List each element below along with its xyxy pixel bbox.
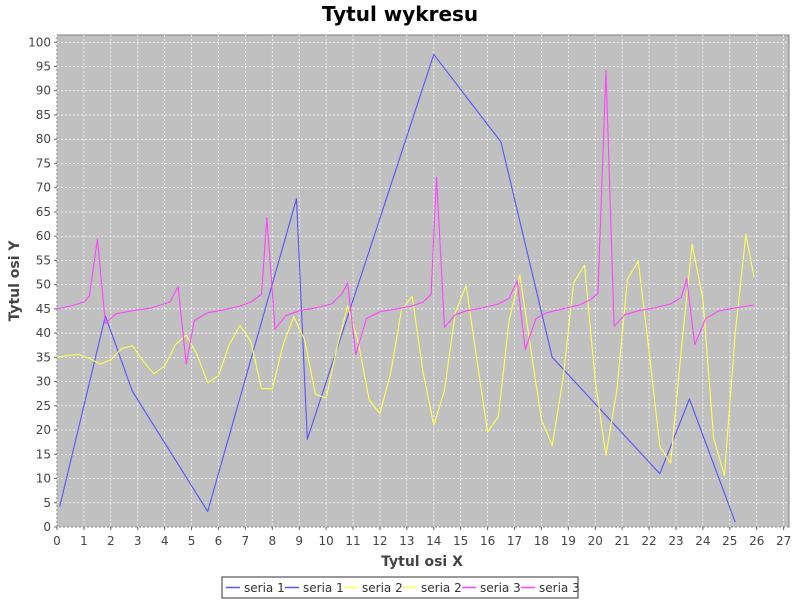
x-tick-label: 6 bbox=[215, 534, 223, 548]
y-axis: 0 5 10 15 20 25 30 35 40 45 50 55 60 65 70 75 80 85 90 95 10… bbox=[28, 35, 57, 534]
x-tick-label: 13 bbox=[399, 534, 414, 548]
y-tick-label: 25 bbox=[36, 399, 51, 413]
x-tick-label: 18 bbox=[534, 534, 549, 548]
y-tick-label: 75 bbox=[36, 156, 51, 170]
x-tick-label: 26 bbox=[749, 534, 764, 548]
series-line-3 bbox=[56, 69, 755, 365]
y-tick-label: 95 bbox=[36, 60, 51, 74]
y-tick-label: 10 bbox=[36, 472, 51, 486]
x-axis-label: Tytul osi X bbox=[381, 554, 463, 570]
legend-label: seria 3 bbox=[539, 581, 580, 595]
x-tick-label: 3 bbox=[134, 534, 142, 548]
legend-box bbox=[221, 576, 579, 599]
series-lines bbox=[56, 53, 755, 523]
x-tick-label: 9 bbox=[295, 534, 303, 548]
chart-title: Tytul wykresu bbox=[322, 2, 478, 26]
legend-label: seria 1 bbox=[303, 581, 344, 595]
y-tick-label: 45 bbox=[36, 302, 51, 316]
x-tick-label: 21 bbox=[615, 534, 630, 548]
x-tick-label: 24 bbox=[695, 534, 710, 548]
y-tick-label: 70 bbox=[36, 181, 51, 195]
legend-label: seria 1 bbox=[244, 581, 285, 595]
y-tick-label: 50 bbox=[36, 278, 51, 292]
legend: seria 1 seria 1 seria 2 seria 2 seria 3 seria… bbox=[221, 576, 580, 599]
x-tick-label: 1 bbox=[80, 534, 88, 548]
y-tick-label: 55 bbox=[36, 253, 51, 267]
x-tick-label: 7 bbox=[242, 534, 250, 548]
plot-area bbox=[56, 34, 790, 528]
y-tick-label: 35 bbox=[36, 350, 51, 364]
x-axis: 0 1 2 3 4 5 6 7 8 9 10 11 12 13 14 15 16 17 18 19 20 21 22 23 24… bbox=[53, 527, 791, 548]
x-tick-label: 16 bbox=[480, 534, 495, 548]
series-line-1 bbox=[59, 53, 736, 523]
series-line-2 bbox=[56, 233, 755, 477]
y-tick-label: 15 bbox=[36, 447, 51, 461]
y-tick-label: 40 bbox=[36, 326, 51, 340]
y-tick-label: 30 bbox=[36, 375, 51, 389]
y-tick-label: 85 bbox=[36, 108, 51, 122]
x-tick-label: 2 bbox=[107, 534, 115, 548]
y-tick-label: 5 bbox=[43, 496, 51, 510]
gridlines bbox=[56, 35, 789, 528]
x-tick-label: 15 bbox=[453, 534, 468, 548]
y-tick-label: 60 bbox=[36, 229, 51, 243]
legend-label: seria 2 bbox=[362, 581, 403, 595]
x-tick-label: 12 bbox=[372, 534, 387, 548]
x-tick-label: 0 bbox=[53, 534, 61, 548]
y-tick-label: 65 bbox=[36, 205, 51, 219]
y-tick-label: 20 bbox=[36, 423, 51, 437]
x-tick-label: 8 bbox=[268, 534, 276, 548]
y-tick-label: 90 bbox=[36, 84, 51, 98]
x-tick-label: 27 bbox=[776, 534, 791, 548]
y-tick-label: 0 bbox=[43, 520, 51, 534]
x-tick-label: 25 bbox=[722, 534, 737, 548]
y-axis-label: Tytul osi Y bbox=[7, 240, 23, 322]
x-tick-label: 19 bbox=[561, 534, 576, 548]
x-tick-label: 22 bbox=[641, 534, 656, 548]
y-tick-label: 80 bbox=[36, 132, 51, 146]
x-tick-label: 5 bbox=[188, 534, 196, 548]
x-tick-label: 11 bbox=[345, 534, 360, 548]
legend-label: seria 2 bbox=[421, 581, 462, 595]
x-tick-label: 4 bbox=[161, 534, 169, 548]
x-tick-label: 17 bbox=[507, 534, 522, 548]
x-tick-label: 23 bbox=[668, 534, 683, 548]
x-tick-label: 20 bbox=[588, 534, 603, 548]
x-tick-label: 10 bbox=[318, 534, 333, 548]
y-tick-label: 100 bbox=[28, 35, 51, 49]
x-tick-label: 14 bbox=[426, 534, 441, 548]
legend-label: seria 3 bbox=[480, 581, 521, 595]
